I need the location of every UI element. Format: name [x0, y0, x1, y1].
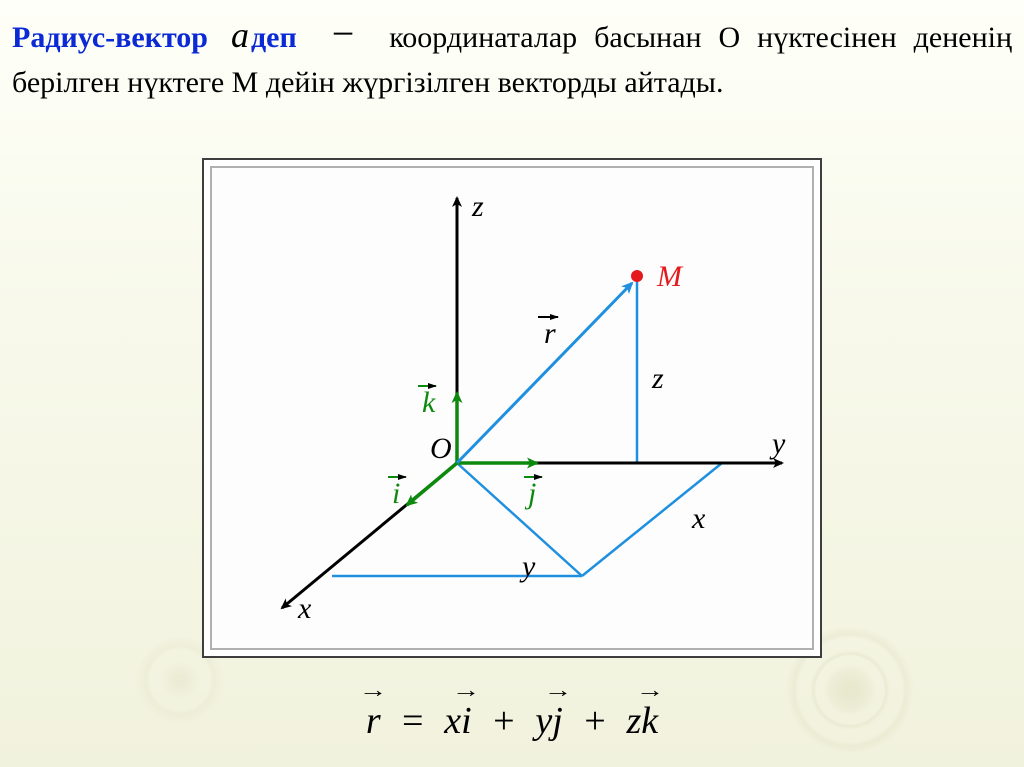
origin-label: O — [430, 432, 452, 465]
unit-vector-label-k: k — [422, 386, 436, 419]
unit-vector-i — [407, 463, 457, 505]
projection-label-z: z — [651, 362, 664, 395]
projection-label-x: x — [691, 502, 706, 535]
projection-label-y: y — [519, 550, 536, 583]
formula-z: z — [626, 700, 641, 742]
formula-j: j — [552, 687, 563, 743]
axis-label-z: z — [471, 190, 484, 223]
point-m — [631, 270, 643, 282]
point-m-label: M — [656, 260, 684, 293]
radius-vector — [457, 283, 632, 463]
unit-vector-label-j: j — [524, 477, 536, 510]
title-text: Радиус-вектор aдеп − координаталар басын… — [12, 6, 1012, 104]
formula: r = xi + yj + zk — [0, 687, 1024, 743]
title-dash: − — [314, 11, 373, 56]
formula-r: r — [366, 687, 381, 743]
title-dep: деп — [251, 21, 297, 54]
unit-vector-label-i: i — [392, 477, 400, 510]
title-lead: Радиус-вектор — [12, 21, 208, 54]
axis-label-y: y — [769, 427, 786, 460]
formula-plus1: + — [491, 700, 517, 742]
formula-k: k — [641, 687, 658, 743]
figure-frame: z x y z y x k j i r O M — [202, 158, 822, 658]
radius-vector-label: r — [544, 317, 556, 350]
formula-plus2: + — [582, 700, 608, 742]
figure-inner: z x y z y x k j i r O M — [210, 166, 814, 650]
formula-i: i — [461, 687, 472, 743]
projection-line-4 — [457, 463, 582, 576]
coordinate-diagram: z x y z y x k j i r O M — [212, 168, 812, 648]
formula-y: y — [535, 700, 552, 742]
formula-x: x — [444, 700, 461, 742]
formula-eq: = — [400, 700, 426, 742]
axis-label-x: x — [297, 592, 312, 625]
title-symbol: a — [225, 15, 251, 55]
